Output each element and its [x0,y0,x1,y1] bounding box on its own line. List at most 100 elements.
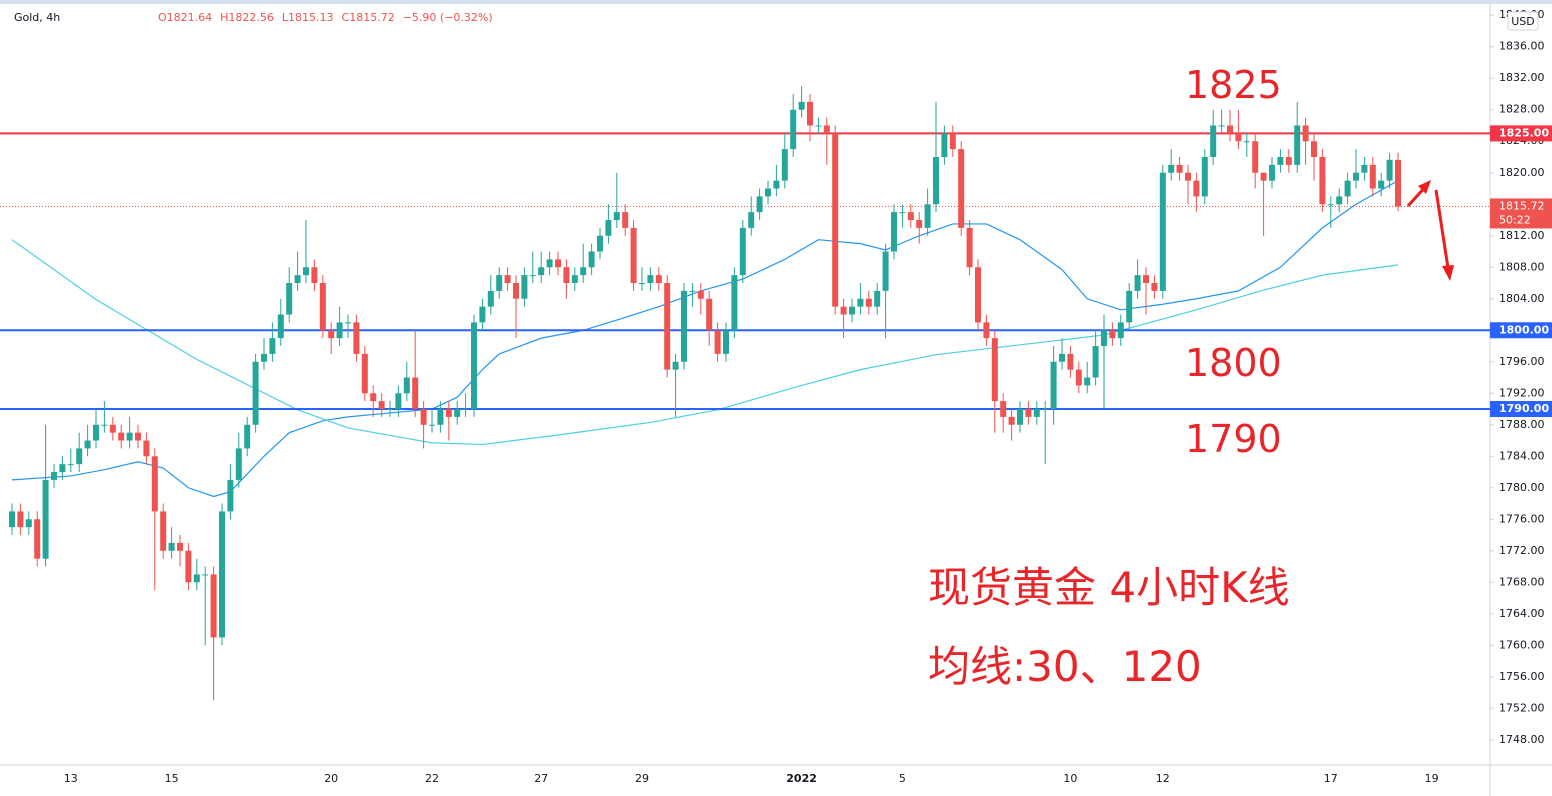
y-tick-label: 1756.00 [1499,670,1545,683]
candle-body [445,409,452,417]
candle-body [765,188,771,197]
candle-body [437,409,444,425]
candle-body [723,330,729,354]
candle-body [454,409,461,417]
candle-body [714,330,721,354]
candle-body [227,479,234,512]
candle-body [319,283,326,331]
candle-body [185,550,192,583]
candle-body [622,212,629,228]
countdown: 50:22 [1499,213,1531,226]
symbol: Gold, 4h [14,11,60,24]
candle-body [1227,125,1233,134]
candle-body [286,283,293,315]
y-tick-label: 1780.00 [1499,481,1545,494]
candle-body [1193,180,1200,197]
candle-body [496,275,503,291]
candle-body [353,322,360,354]
candle-body [916,220,923,228]
candle-body [277,314,284,339]
y-tick-label: 1828.00 [1499,103,1545,116]
level-label: 1790.00 [1499,402,1549,415]
candle-body [597,235,603,252]
candles [9,86,1401,701]
x-tick-label: 13 [64,772,78,785]
candle-body [261,353,267,362]
currency: USD [1511,15,1535,28]
candle-body [664,283,671,370]
candle-body [370,393,377,402]
candle-body [1025,409,1032,417]
candle-body [1042,409,1049,411]
last-price-label: 1815.72 [1499,199,1545,212]
x-tick-label: 27 [534,772,548,785]
candle-body [1243,141,1250,143]
candle-body [202,574,209,576]
arrow-head [1442,265,1454,281]
y-tick-label: 1764.00 [1499,607,1545,620]
x-tick-label: 22 [425,772,439,785]
candle-body [1319,157,1326,205]
y-tick-label: 1760.00 [1499,638,1545,651]
candle-body [151,456,158,512]
candle-body [395,393,402,410]
candle-body [1369,164,1376,189]
candle-body [840,306,847,315]
x-tick-label: 19 [1425,772,1439,785]
candle-body [1143,275,1149,284]
candle-body [798,101,805,110]
candle-body [521,275,528,299]
candle-body [571,275,578,284]
candle-body [59,464,66,473]
candle-body [1000,401,1007,417]
candle-body [1353,172,1359,181]
candle-body [949,133,956,150]
candle-body [781,149,788,181]
candle-body [1185,172,1191,181]
candle-body [1168,164,1175,173]
candle-body [1361,164,1368,173]
x-tick-label: 17 [1324,772,1338,785]
candle-body [345,322,351,324]
candle-body [303,267,309,276]
candle-body [51,472,57,480]
candle-body [101,424,108,426]
candle-body [1252,141,1259,173]
candle-body [991,338,998,402]
candle-body [790,109,797,150]
x-tick-label: 15 [165,772,179,785]
candle-body [580,267,587,276]
candle-body [865,298,872,307]
candle-body [538,267,545,276]
candle-body [672,361,679,370]
candle-body [891,212,897,252]
candle-body [823,125,830,134]
candle-body [907,212,914,221]
candle-body [126,432,133,441]
candle-body [639,283,645,285]
candle-body [235,448,242,480]
candle-body [706,298,713,331]
y-tick-label: 1808.00 [1499,260,1545,273]
candle-body [689,290,696,292]
y-tick-label: 1748.00 [1499,733,1545,746]
candle-body [160,511,167,551]
candle-body [983,322,990,339]
candle-body [1235,133,1242,142]
candle-body [420,409,427,425]
candle-body [34,519,41,559]
candle-body [1033,409,1040,417]
candle-body [479,306,486,323]
annotation: 1825 [1185,63,1282,107]
x-tick-label: 2022 [786,772,817,785]
y-tick-label: 1776.00 [1499,512,1545,525]
x-tick-label: 29 [635,772,649,785]
candle-body [882,251,889,291]
overlays [0,132,1490,498]
level-label-box [1490,401,1552,418]
candle-body [471,322,477,410]
candle-body [193,574,200,583]
candle-body [1327,204,1334,206]
x-tick-label: 10 [1063,772,1077,785]
